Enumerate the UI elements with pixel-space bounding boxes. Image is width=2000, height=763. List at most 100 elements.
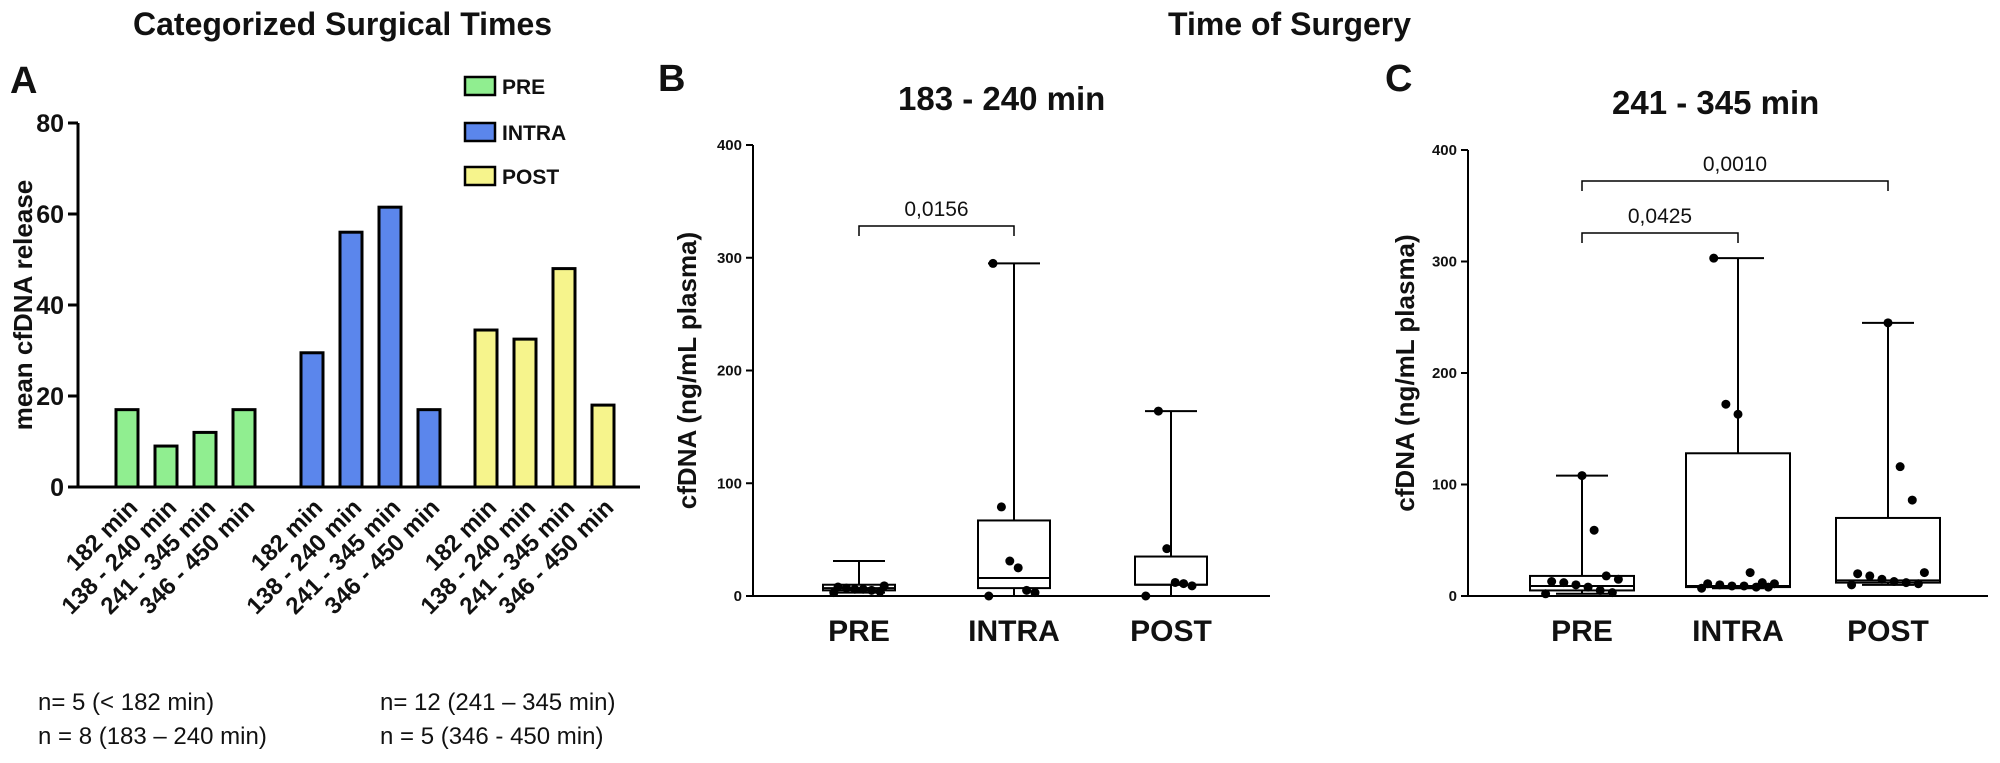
panel-b-data-point bbox=[833, 582, 843, 592]
panel-c-x-tick-label: POST bbox=[1847, 615, 1929, 648]
panel-b-p-value-label: 0,0156 bbox=[904, 198, 968, 221]
panel-a-bar bbox=[114, 408, 140, 489]
panel-c-y-tick-label: 100 bbox=[1432, 477, 1457, 494]
panel-c-data-point bbox=[1853, 569, 1863, 579]
panel-b-data-point bbox=[1187, 581, 1197, 591]
panel-b-y-tick-label: 300 bbox=[717, 250, 742, 267]
panel-a-bar bbox=[590, 403, 616, 489]
panel-b-y-tick-label: 100 bbox=[717, 475, 742, 492]
panel-b-y-axis-label: cfDNA (ng/mL plasma) bbox=[672, 232, 702, 509]
panel-b-data-point bbox=[988, 258, 998, 268]
panel-a-legend-swatch bbox=[463, 75, 497, 97]
panel-c-x-tick-label: PRE bbox=[1551, 615, 1613, 648]
panel-c-data-point bbox=[1733, 409, 1743, 419]
panel-a-y-tick-label: 20 bbox=[36, 383, 64, 411]
panel-a-bar bbox=[473, 328, 499, 489]
panel-b-data-point bbox=[1005, 556, 1015, 566]
panel-a-legend-label: POST bbox=[502, 166, 559, 189]
panel-b-data-point bbox=[984, 591, 994, 601]
panel-c-data-point bbox=[1727, 581, 1737, 591]
panel-b-box bbox=[977, 519, 1051, 590]
panel-b-x-tick-label: POST bbox=[1130, 615, 1212, 648]
panel-b-data-point bbox=[1141, 591, 1151, 601]
panel-b-y-tick-label: 400 bbox=[717, 137, 742, 154]
panel-c-significance-bracket bbox=[1581, 232, 1739, 243]
panel-b-x-tick-label: PRE bbox=[828, 615, 890, 648]
panel-c-p-value-label: 0,0010 bbox=[1703, 153, 1767, 176]
panel-c-data-point bbox=[1913, 579, 1923, 589]
panel-c-data-point bbox=[1607, 588, 1617, 598]
panel-a-y-axis-label: mean cfDNA release bbox=[8, 180, 38, 431]
panel-b-title: 183 - 240 min bbox=[898, 80, 1106, 117]
panel-c-data-point bbox=[1757, 578, 1767, 588]
panel-a-letter: A bbox=[10, 60, 38, 102]
panel-b-significance-bracket bbox=[858, 225, 1015, 236]
panel-c-data-point bbox=[1541, 589, 1551, 599]
panel-a-bar bbox=[192, 430, 218, 489]
panel-a-y-tick-label: 60 bbox=[36, 201, 64, 229]
panel-a-bar bbox=[153, 444, 179, 489]
panel-c-data-point bbox=[1571, 580, 1581, 590]
panel-c-data-point bbox=[1601, 571, 1611, 581]
panel-b-data-point bbox=[1170, 577, 1180, 587]
panel-c-data-point bbox=[1589, 525, 1599, 535]
panel-c-y-tick-label: 300 bbox=[1432, 254, 1457, 271]
sample-count-note: n = 8 (183 – 240 min) bbox=[38, 723, 267, 750]
panel-c-data-point bbox=[1895, 462, 1905, 472]
panel-c-data-point bbox=[1865, 571, 1875, 581]
panel-b-data-point bbox=[996, 502, 1006, 512]
panel-c-p-value-label: 0,0425 bbox=[1628, 205, 1692, 228]
panel-a-bar bbox=[231, 408, 257, 489]
sample-count-note: n= 12 (241 – 345 min) bbox=[380, 689, 616, 716]
panel-c-data-point bbox=[1877, 574, 1887, 584]
panel-c-data-point bbox=[1745, 568, 1755, 578]
left-figure-title: Categorized Surgical Times bbox=[133, 6, 553, 42]
panel-c-data-point bbox=[1889, 577, 1899, 587]
panel-c-data-point bbox=[1583, 582, 1593, 592]
panel-b-data-point bbox=[841, 583, 851, 593]
panel-c-data-point bbox=[1547, 577, 1557, 587]
sample-count-note: n = 5 (346 - 450 min) bbox=[380, 723, 604, 750]
panel-a-bar bbox=[512, 337, 538, 489]
panel-c-data-point bbox=[1709, 253, 1719, 263]
panel-a-bar bbox=[338, 230, 364, 489]
panel-b-x-tick-label: INTRA bbox=[968, 615, 1060, 648]
panel-a-legend-swatch bbox=[463, 165, 497, 187]
panel-a-bar bbox=[551, 267, 577, 489]
panel-c-data-point bbox=[1901, 578, 1911, 588]
panel-c-data-point bbox=[1919, 568, 1929, 578]
panel-b-data-point bbox=[1153, 406, 1163, 416]
panel-b-data-point bbox=[850, 584, 860, 594]
panel-c-significance-bracket bbox=[1581, 180, 1889, 191]
panel-a-bar bbox=[377, 205, 403, 489]
panel-b-box bbox=[1134, 555, 1208, 586]
panel-b-data-point bbox=[1013, 563, 1023, 573]
panel-b-data-point bbox=[1179, 579, 1189, 589]
panel-a-y-tick-label: 40 bbox=[36, 292, 64, 320]
panel-c-y-tick-label: 0 bbox=[1449, 588, 1457, 605]
panel-b-data-point bbox=[1022, 585, 1032, 595]
panel-c-data-point bbox=[1907, 495, 1917, 505]
panel-b-data-point bbox=[1162, 544, 1172, 554]
panel-c-box bbox=[1685, 452, 1791, 589]
panel-a-legend-label: PRE bbox=[502, 76, 545, 99]
panel-c-y-tick-label: 400 bbox=[1432, 142, 1457, 159]
panel-c-title: 241 - 345 min bbox=[1612, 84, 1820, 121]
panel-a-bar bbox=[299, 351, 325, 489]
panel-a-legend-swatch bbox=[463, 121, 497, 143]
panel-c-data-point bbox=[1883, 318, 1893, 328]
panel-c-data-point bbox=[1739, 581, 1749, 591]
panel-b-data-point bbox=[879, 581, 889, 591]
panel-a-bar bbox=[416, 408, 442, 489]
panel-b-letter: B bbox=[658, 58, 686, 100]
panel-a-y-tick-label: 0 bbox=[50, 474, 64, 502]
panel-a-y-tick-label: 80 bbox=[36, 110, 64, 138]
panel-c-y-axis-label: cfDNA (ng/mL plasma) bbox=[1390, 234, 1420, 511]
panel-b-data-point bbox=[858, 584, 868, 594]
panel-c-data-point bbox=[1769, 579, 1779, 589]
right-figure-title: Time of Surgery bbox=[1168, 6, 1412, 42]
panel-b-y-tick-label: 200 bbox=[717, 363, 742, 380]
panel-b-y-tick-label: 0 bbox=[734, 588, 742, 605]
panel-c-data-point bbox=[1613, 574, 1623, 584]
